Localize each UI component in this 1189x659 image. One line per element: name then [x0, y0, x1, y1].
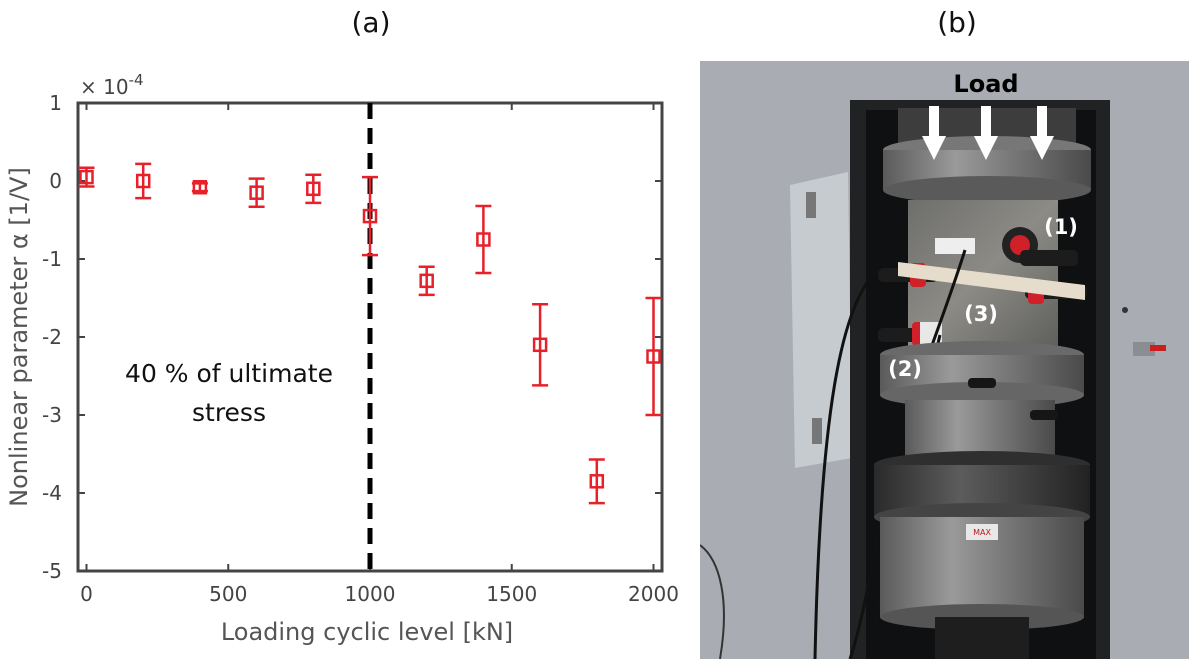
- y-tick-label: -4: [42, 481, 62, 505]
- y-tick-label: 0: [49, 169, 62, 193]
- sensor-label-3: (3): [964, 302, 998, 326]
- y-exponent-label: × 10-4: [80, 71, 144, 99]
- data-point-marker: [306, 181, 321, 197]
- y-tick-label: 1: [49, 91, 62, 115]
- load-label: Load: [953, 70, 1018, 98]
- max-label: MAX: [973, 528, 991, 537]
- load-arrows: [922, 106, 1054, 160]
- sensor-label-1: (1): [1044, 215, 1078, 239]
- arrow-down-icon: [974, 106, 998, 160]
- data-point-marker: [419, 273, 434, 289]
- x-tick-label: 1500: [486, 582, 537, 606]
- sensor-label-2: (2): [888, 357, 922, 381]
- x-tick-label: 1000: [345, 582, 396, 606]
- x-tick-label: 500: [209, 582, 247, 606]
- data-point-marker: [135, 173, 151, 189]
- data-point-marker: [79, 169, 94, 185]
- panel-b-label: (b): [937, 6, 977, 39]
- tick-labels: 0 500 1000 1500 2000 1 0 -1 -2 -3 -4 -5: [42, 91, 679, 606]
- x-tick-label: 2000: [628, 582, 679, 606]
- data-point-marker: [646, 349, 661, 364]
- x-axis-title: Loading cyclic level [kN]: [221, 618, 513, 646]
- data-point-marker: [249, 185, 264, 200]
- x-tick-label: 0: [80, 582, 93, 606]
- data-point-marker: [192, 179, 208, 195]
- data-points: [78, 162, 662, 505]
- y-tick-label: -5: [42, 559, 62, 583]
- y-axis-title: Nonlinear parameter α [1/V]: [5, 167, 33, 507]
- y-tick-label: -1: [42, 247, 62, 271]
- test-setup-photo: MAX Load (1) (2: [700, 61, 1189, 659]
- arrow-down-icon: [1030, 106, 1054, 160]
- data-point-marker: [476, 232, 491, 247]
- arrow-down-icon: [922, 106, 946, 160]
- data-point-marker: [589, 474, 605, 489]
- annotation-line-2: stress: [192, 398, 266, 427]
- data-point-marker: [532, 337, 548, 353]
- y-tick-label: -3: [42, 403, 62, 427]
- panel-a-label: (a): [351, 6, 390, 39]
- scatter-chart: 0 500 1000 1500 2000 1 0 -1 -2 -3 -4 -5 × 10-4 40 %…: [5, 71, 679, 646]
- data-point-marker: [362, 208, 378, 224]
- y-tick-label: -2: [42, 325, 62, 349]
- annotation-line-1: 40 % of ultimate: [125, 359, 333, 388]
